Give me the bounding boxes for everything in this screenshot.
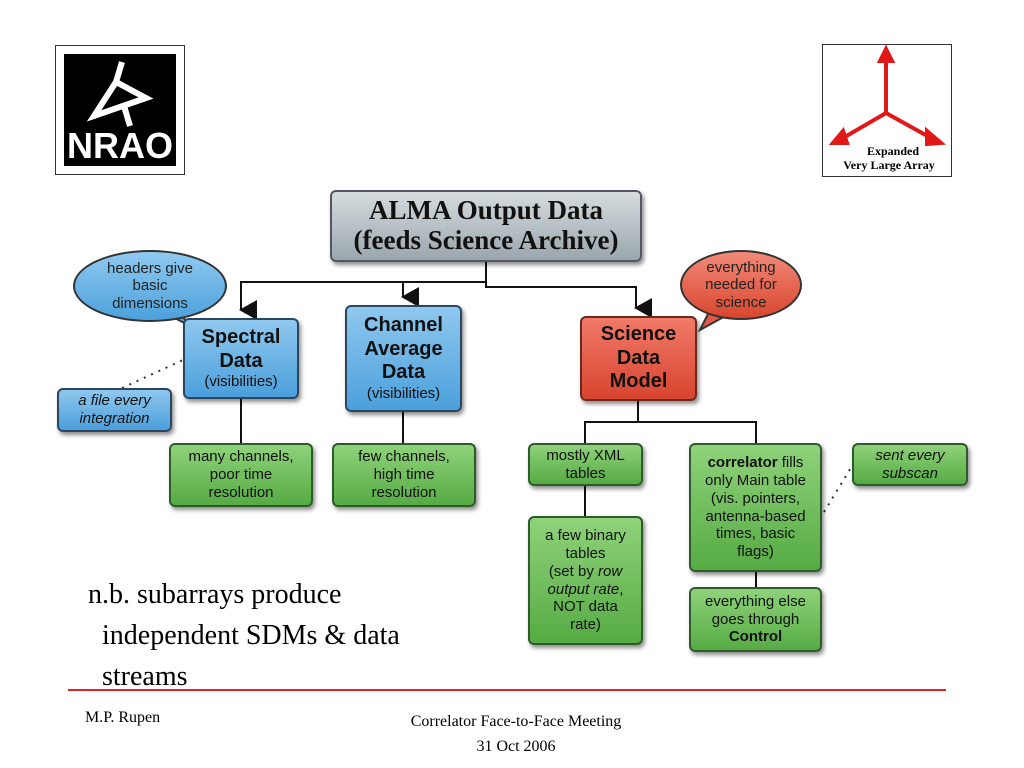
node-title: Spectral bbox=[201, 326, 281, 349]
note-line: independent SDMs & data bbox=[102, 620, 400, 651]
node-title: Data bbox=[219, 349, 263, 372]
node-text: resolution bbox=[208, 483, 274, 501]
footer-meeting: Correlator Face-to-Face Meeting 31 Oct 2… bbox=[366, 709, 666, 759]
node-subtitle: (visibilities) bbox=[366, 385, 441, 403]
note-text: subscan bbox=[882, 464, 938, 482]
footer-date: 31 Oct 2006 bbox=[476, 738, 556, 755]
bubble-text: everything bbox=[706, 259, 776, 277]
science-data-model-node: Science Data Model bbox=[580, 316, 697, 401]
bubble-text: needed for bbox=[705, 276, 777, 294]
node-text: rate) bbox=[570, 615, 601, 633]
channel-average-data-node: Channel Average Data (visibilities) bbox=[345, 305, 462, 412]
correlator-node: correlator fills only Main table (vis. p… bbox=[689, 443, 822, 572]
node-text: tables bbox=[565, 464, 606, 482]
file-every-integration-note: a file every integration bbox=[57, 388, 172, 432]
binary-tables-node: a few binary tables (set by row output r… bbox=[528, 516, 643, 645]
node-text-bold: correlator bbox=[707, 454, 778, 472]
mostly-xml-tables-node: mostly XML tables bbox=[528, 443, 643, 486]
headers-bubble: headers give basic dimensions bbox=[73, 250, 227, 322]
note-text: integration bbox=[79, 410, 150, 427]
svg-text:NRAO: NRAO bbox=[67, 125, 173, 166]
everything-else-node: everything else goes through Control bbox=[689, 587, 822, 652]
node-text-line: (set by row bbox=[549, 563, 622, 581]
node-title: Science bbox=[600, 323, 677, 346]
node-text: high time bbox=[373, 466, 435, 484]
evla-logo: Expanded Very Large Array bbox=[822, 44, 952, 177]
node-text: fills bbox=[777, 454, 804, 472]
node-title: Data bbox=[381, 361, 426, 384]
node-text: resolution bbox=[371, 483, 437, 501]
node-text-bold: Control bbox=[728, 628, 783, 646]
sent-every-subscan-note: sent every subscan bbox=[852, 443, 968, 486]
node-text: tables bbox=[565, 545, 606, 563]
node-text: (vis. pointers, bbox=[710, 489, 801, 507]
footer-divider bbox=[68, 689, 946, 691]
bubble-text: science bbox=[715, 293, 767, 311]
alma-output-data-node: ALMA Output Data (feeds Science Archive) bbox=[330, 190, 642, 262]
node-text-italic: output rate bbox=[547, 580, 620, 598]
title-line2: (feeds Science Archive) bbox=[353, 225, 619, 255]
svg-text:Expanded: Expanded bbox=[867, 144, 919, 158]
node-title: Data bbox=[616, 346, 661, 369]
node-text: only Main table bbox=[705, 472, 806, 490]
note-text: a file every bbox=[78, 392, 151, 410]
svg-text:Very Large Array: Very Large Array bbox=[843, 158, 935, 172]
node-text: mostly XML bbox=[546, 446, 625, 464]
node-text: a few binary bbox=[545, 527, 626, 545]
node-text-italic: row bbox=[598, 562, 623, 580]
note-text: sent every bbox=[875, 446, 945, 464]
node-title: Average bbox=[364, 337, 443, 360]
few-channels-node: few channels, high time resolution bbox=[332, 443, 476, 507]
node-text: everything else bbox=[705, 592, 806, 610]
node-text: many channels, bbox=[188, 448, 294, 466]
title-line1: ALMA Output Data bbox=[368, 195, 604, 226]
spectral-data-node: Spectral Data (visibilities) bbox=[183, 318, 299, 399]
node-text: times, basic bbox=[715, 525, 796, 543]
node-text: antenna-based bbox=[705, 507, 806, 525]
bubble-text: dimensions bbox=[112, 294, 188, 312]
node-text: NOT data bbox=[553, 598, 618, 616]
bubble-text: headers give bbox=[107, 260, 193, 278]
node-text: , bbox=[619, 580, 624, 598]
node-text: few channels, bbox=[358, 448, 450, 466]
node-text: (set by bbox=[548, 562, 598, 580]
many-channels-node: many channels, poor time resolution bbox=[169, 443, 313, 507]
nrao-logo: NRAO bbox=[55, 45, 185, 175]
node-text-line: correlator fills bbox=[708, 454, 804, 472]
node-text: goes through bbox=[711, 610, 800, 628]
node-title: Channel bbox=[364, 314, 443, 337]
bubble-text: basic bbox=[132, 277, 168, 295]
node-text-line: output rate, bbox=[548, 581, 624, 599]
node-subtitle: (visibilities) bbox=[204, 373, 278, 391]
note-line: n.b. subarrays produce bbox=[88, 579, 342, 610]
node-text: poor time bbox=[209, 466, 273, 484]
node-text: flags) bbox=[737, 542, 774, 560]
note-line: streams bbox=[102, 661, 188, 692]
subarray-note: n.b. subarrays produce independent SDMs … bbox=[88, 574, 400, 697]
science-bubble: everything needed for science bbox=[680, 250, 802, 320]
node-title: Model bbox=[609, 370, 668, 393]
footer-meeting-name: Correlator Face-to-Face Meeting bbox=[410, 713, 622, 730]
footer-author: M.P. Rupen bbox=[85, 709, 161, 726]
